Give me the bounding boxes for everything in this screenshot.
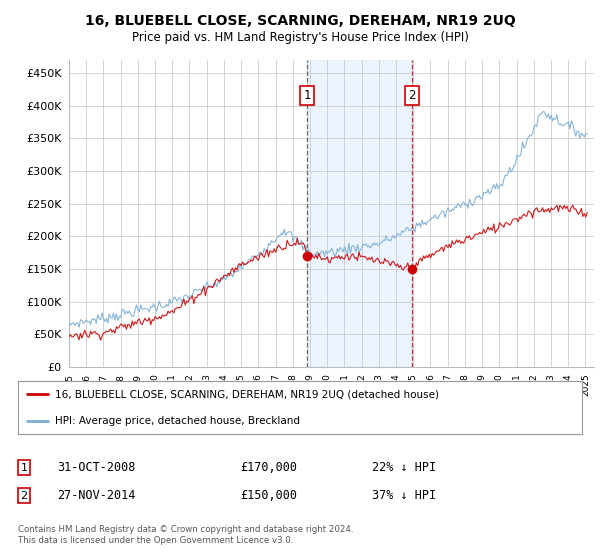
Text: 22% ↓ HPI: 22% ↓ HPI — [372, 461, 436, 474]
Text: 2: 2 — [408, 90, 416, 102]
Text: Contains HM Land Registry data © Crown copyright and database right 2024.
This d: Contains HM Land Registry data © Crown c… — [18, 525, 353, 545]
Text: £170,000: £170,000 — [240, 461, 297, 474]
Text: 1: 1 — [304, 90, 311, 102]
Text: 16, BLUEBELL CLOSE, SCARNING, DEREHAM, NR19 2UQ (detached house): 16, BLUEBELL CLOSE, SCARNING, DEREHAM, N… — [55, 389, 439, 399]
Bar — [307, 60, 412, 367]
Text: 1: 1 — [20, 463, 28, 473]
Text: Price paid vs. HM Land Registry's House Price Index (HPI): Price paid vs. HM Land Registry's House … — [131, 31, 469, 44]
Text: 16, BLUEBELL CLOSE, SCARNING, DEREHAM, NR19 2UQ: 16, BLUEBELL CLOSE, SCARNING, DEREHAM, N… — [85, 14, 515, 28]
Text: 37% ↓ HPI: 37% ↓ HPI — [372, 489, 436, 502]
Text: HPI: Average price, detached house, Breckland: HPI: Average price, detached house, Brec… — [55, 416, 299, 426]
Text: 2: 2 — [20, 491, 28, 501]
Text: 31-OCT-2008: 31-OCT-2008 — [57, 461, 136, 474]
Text: £150,000: £150,000 — [240, 489, 297, 502]
Text: 27-NOV-2014: 27-NOV-2014 — [57, 489, 136, 502]
